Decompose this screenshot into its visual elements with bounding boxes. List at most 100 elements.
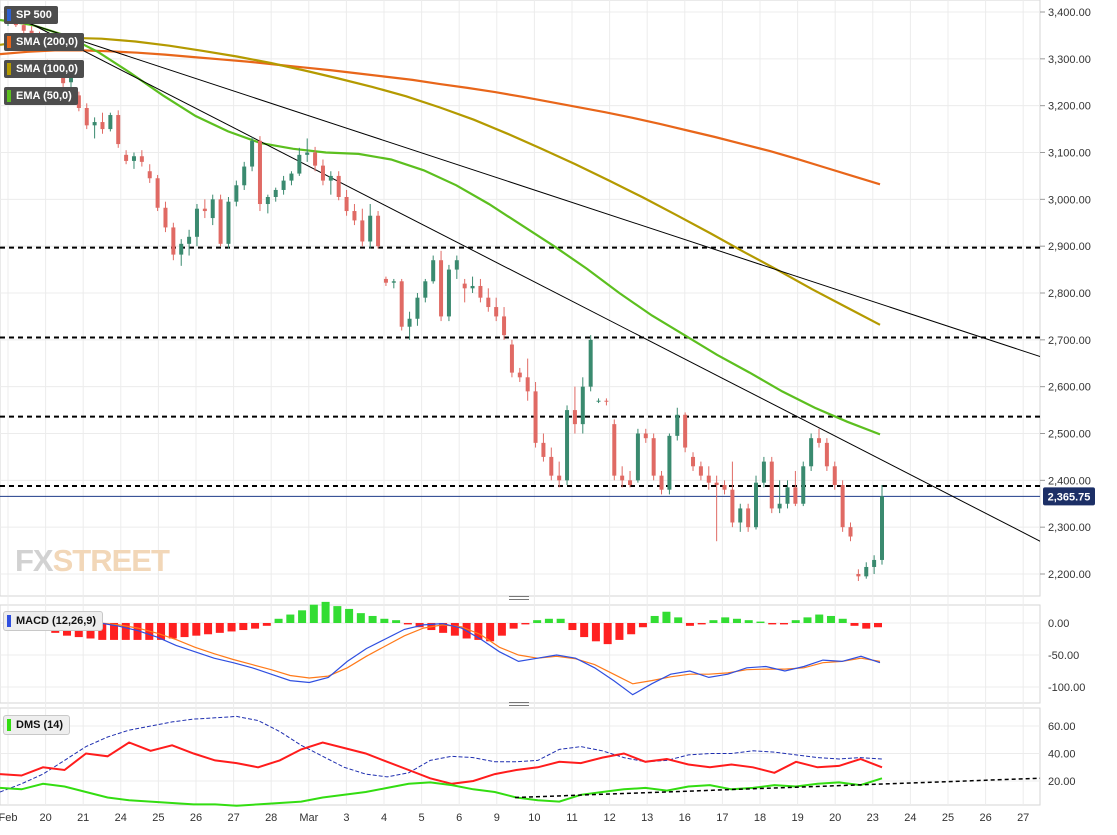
candle-body bbox=[738, 508, 743, 523]
candle-body bbox=[769, 461, 774, 509]
macd-histogram-bar bbox=[168, 623, 177, 639]
candle-body bbox=[399, 281, 404, 327]
macd-histogram-bar bbox=[826, 615, 835, 623]
x-tick-label: 12 bbox=[603, 812, 615, 824]
candle-body bbox=[163, 207, 168, 228]
candle-body bbox=[541, 442, 546, 457]
candle-body bbox=[572, 410, 577, 425]
price-tick-label: 2,700.00 bbox=[1048, 335, 1091, 347]
price-tick-label: 3,400.00 bbox=[1048, 7, 1091, 19]
macd-histogram-bar bbox=[180, 623, 189, 638]
candle-body bbox=[754, 482, 759, 528]
candle-body bbox=[250, 140, 255, 167]
candle-body bbox=[100, 122, 105, 130]
macd-histogram-bar bbox=[98, 623, 107, 640]
candle-body bbox=[124, 154, 129, 161]
ema50-label-text: EMA (50,0) bbox=[16, 90, 72, 102]
macd-histogram-bar bbox=[121, 623, 130, 640]
macd-histogram-bar bbox=[638, 623, 647, 628]
macd-tick-label: 0.00 bbox=[1048, 618, 1069, 630]
macd-histogram-bar bbox=[874, 623, 882, 628]
price-tick-label: 2,400.00 bbox=[1048, 475, 1091, 487]
candle-body bbox=[565, 410, 570, 481]
candle-body bbox=[604, 400, 609, 402]
last-price-tag bbox=[1043, 487, 1095, 506]
macd-histogram-bar bbox=[497, 623, 506, 636]
candle-body bbox=[470, 285, 475, 289]
x-tick-label: 28 bbox=[265, 812, 277, 824]
ema50-line bbox=[0, 18, 881, 436]
macd-histogram-bar bbox=[274, 618, 283, 623]
macd-histogram-bar bbox=[674, 617, 683, 623]
candle-body bbox=[691, 456, 696, 467]
macd-signal-line bbox=[99, 622, 881, 685]
candle-body bbox=[683, 414, 688, 448]
candle-body bbox=[297, 154, 302, 174]
macd-histogram-bar bbox=[627, 623, 636, 635]
instrument-label[interactable]: SP 500 bbox=[4, 6, 58, 24]
candle-body bbox=[462, 283, 467, 289]
sma100-label[interactable]: SMA (100,0) bbox=[4, 60, 84, 78]
macd-histogram-bar bbox=[650, 615, 659, 623]
x-tick-label: 27 bbox=[1017, 812, 1029, 824]
macd-histogram-bar bbox=[791, 620, 800, 623]
price-tick-label: 2,600.00 bbox=[1048, 382, 1091, 394]
dms-label[interactable]: DMS (14) bbox=[4, 716, 70, 734]
candle-body bbox=[313, 152, 318, 166]
price-tick-label: 3,100.00 bbox=[1048, 148, 1091, 160]
price-tick-label: 2,900.00 bbox=[1048, 241, 1091, 253]
instrument-swatch bbox=[7, 9, 11, 21]
panel-frame bbox=[0, 707, 1041, 806]
x-tick-label: 25 bbox=[942, 812, 954, 824]
macd-histogram-bar bbox=[286, 614, 295, 623]
candle-body bbox=[635, 433, 640, 481]
dms-adx-line bbox=[0, 715, 883, 793]
candle-body bbox=[746, 508, 751, 528]
macd-histogram-bar bbox=[533, 620, 542, 623]
macd-histogram-bar bbox=[110, 623, 119, 640]
x-tick-label: 11 bbox=[566, 812, 577, 824]
candle-body bbox=[533, 391, 538, 443]
candle-body bbox=[824, 442, 829, 467]
candle-body bbox=[344, 196, 349, 212]
dms-swatch bbox=[7, 719, 11, 731]
macd-histogram-bar bbox=[86, 623, 95, 639]
macd-histogram-bar bbox=[568, 623, 577, 631]
candle-body bbox=[423, 281, 428, 298]
sma200-label-text: SMA (200,0) bbox=[16, 36, 78, 48]
macd-label-text: MACD (12,26,9) bbox=[16, 615, 97, 627]
candle-body bbox=[612, 424, 617, 476]
candle-body bbox=[431, 260, 436, 282]
candle-body bbox=[155, 178, 160, 208]
price-tick-label: 3,200.00 bbox=[1048, 101, 1091, 113]
candle-body bbox=[336, 175, 341, 197]
macd-histogram-bar bbox=[450, 623, 459, 636]
candle-body bbox=[281, 180, 286, 190]
x-tick-label: 24 bbox=[904, 812, 916, 824]
candle-body bbox=[494, 307, 499, 317]
candle-body bbox=[415, 297, 420, 319]
candle-body bbox=[265, 196, 270, 205]
candle-body bbox=[628, 480, 633, 486]
macd-histogram-bar bbox=[709, 620, 718, 623]
x-tick-label: 23 bbox=[867, 812, 879, 824]
macd-histogram-bar bbox=[685, 623, 694, 626]
macd-histogram-bar bbox=[474, 623, 483, 640]
candle-body bbox=[257, 140, 262, 205]
ema50-label[interactable]: EMA (50,0) bbox=[4, 87, 78, 105]
dms-minus-di-line bbox=[0, 741, 883, 785]
macd-histogram-bar bbox=[591, 623, 600, 642]
main-plot bbox=[0, 11, 1040, 582]
macd-histogram-bar bbox=[732, 618, 741, 623]
candle-body bbox=[785, 487, 790, 504]
macd-histogram-bar bbox=[803, 617, 812, 623]
candle-body bbox=[596, 400, 601, 402]
macd-label[interactable]: MACD (12,26,9) bbox=[4, 612, 103, 630]
macd-histogram-bar bbox=[486, 623, 495, 642]
candle-body bbox=[509, 344, 514, 373]
sma200-label[interactable]: SMA (200,0) bbox=[4, 33, 84, 51]
price-tick-label: 2,500.00 bbox=[1048, 429, 1091, 441]
candle-body bbox=[210, 199, 215, 219]
